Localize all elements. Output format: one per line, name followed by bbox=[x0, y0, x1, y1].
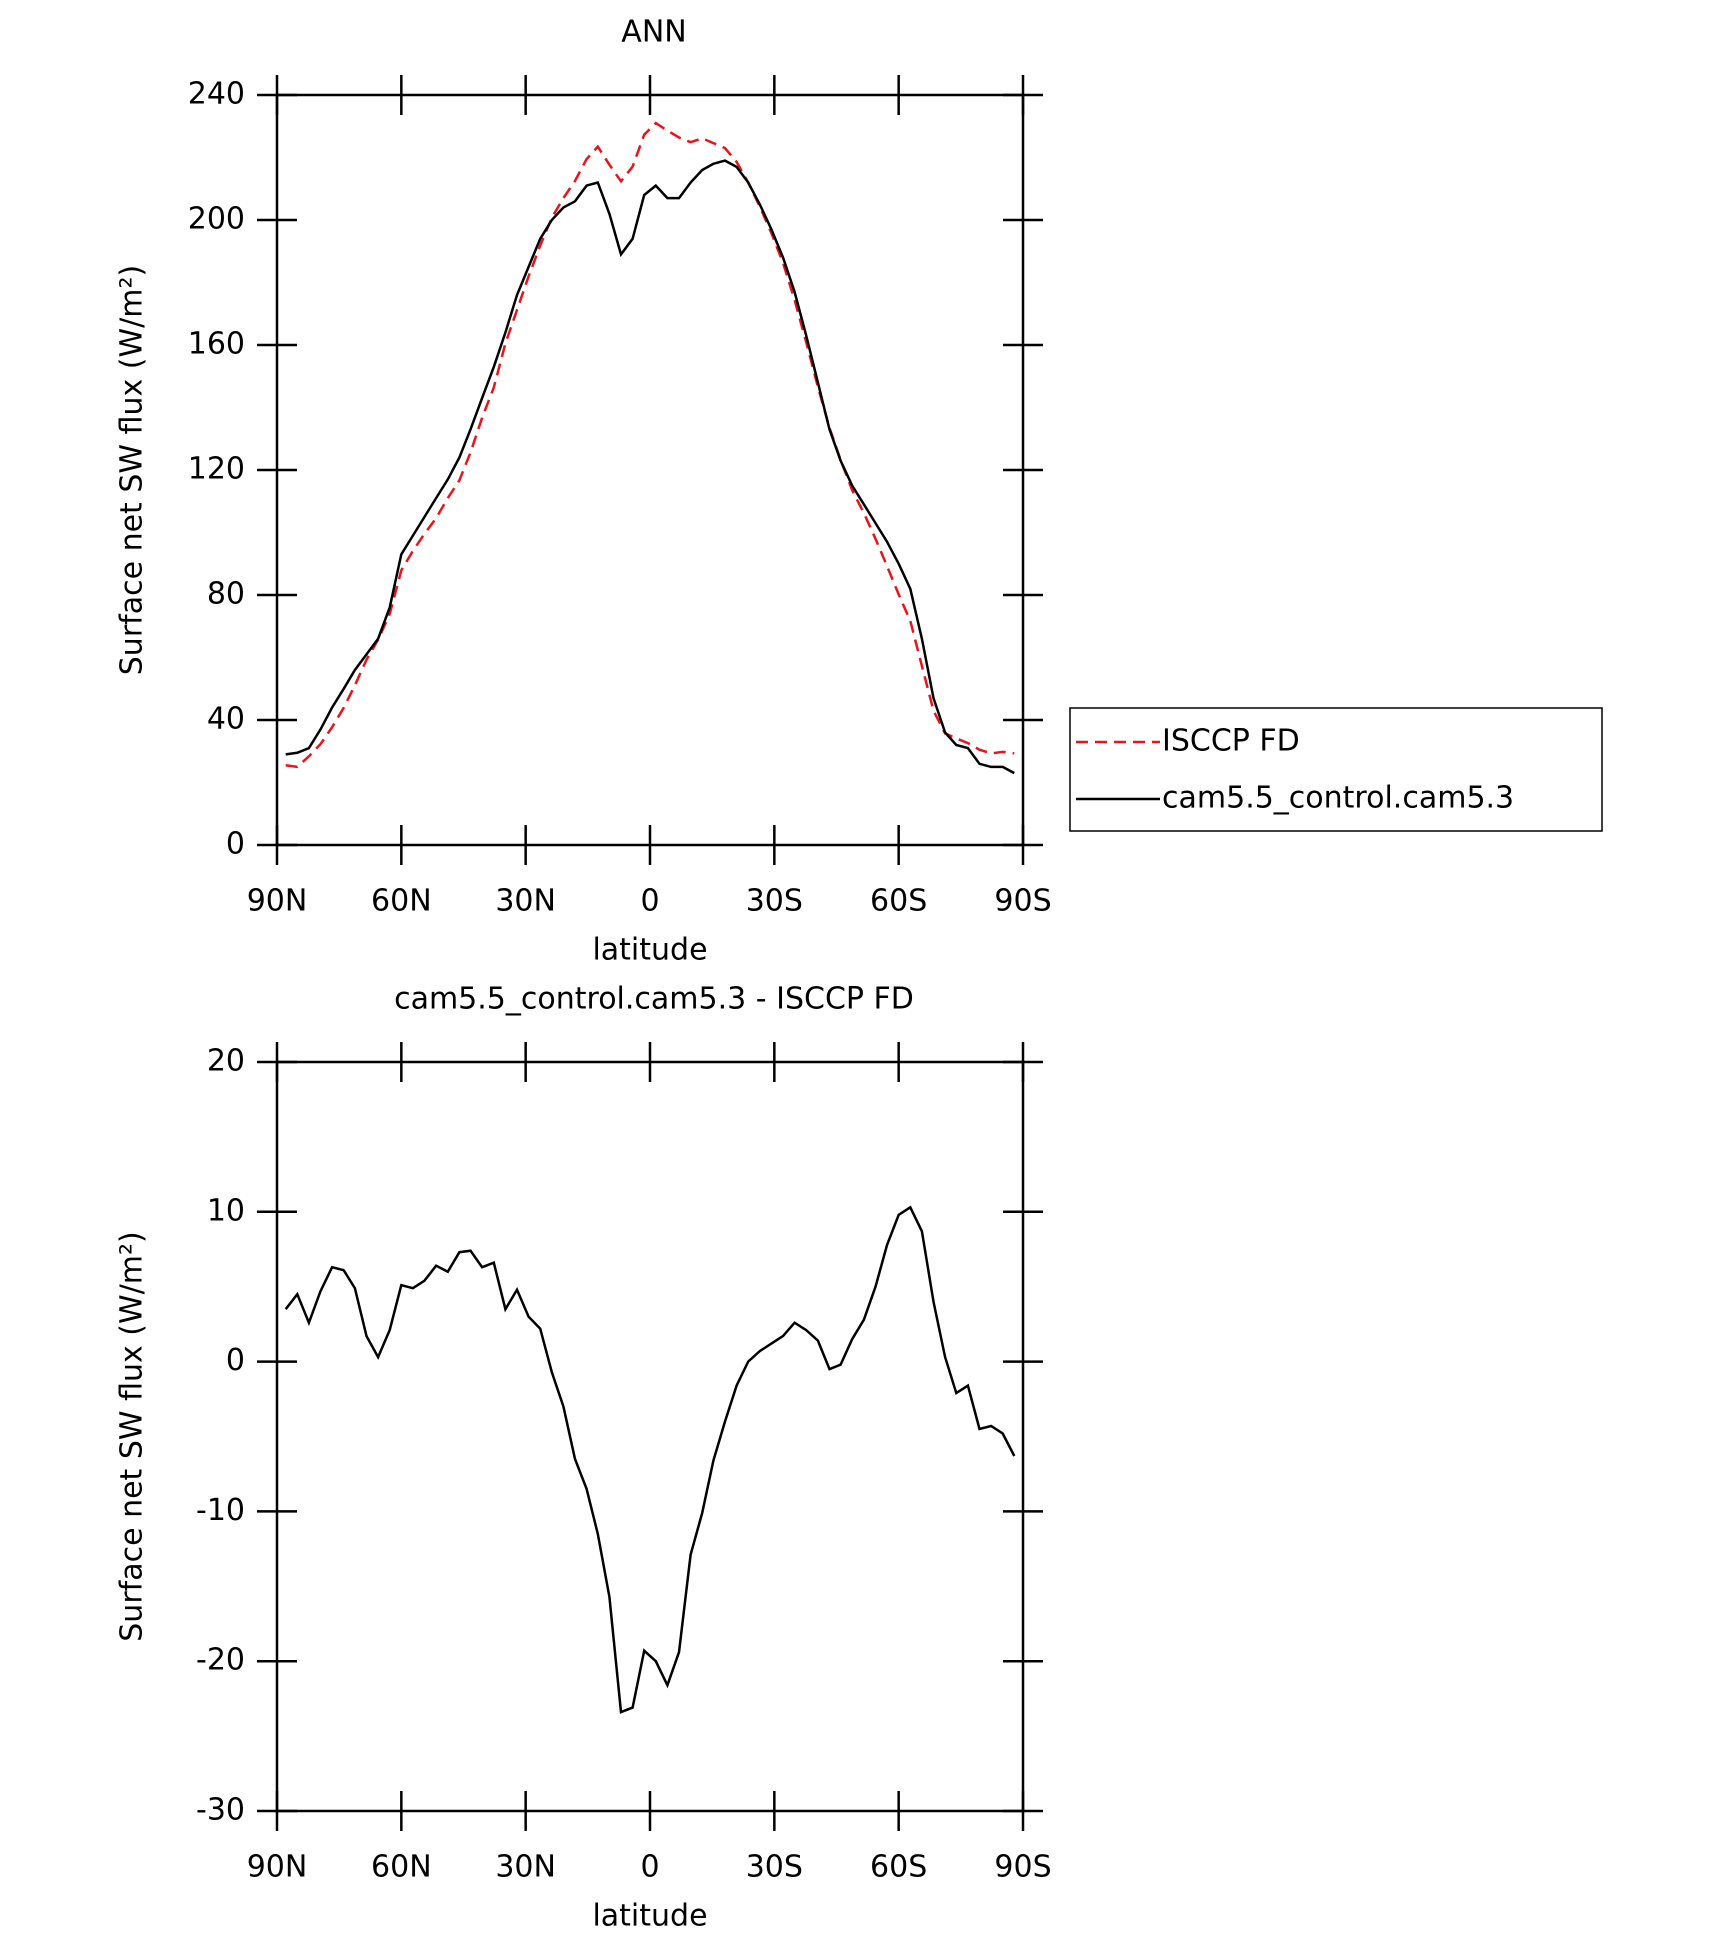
x-tick-label: 90N bbox=[247, 884, 308, 919]
legend-label: cam5.5_control.cam5.3 bbox=[1162, 781, 1514, 816]
x-axis-label: latitude bbox=[592, 933, 707, 968]
y-axis-label: Surface net SW flux (W/m²) bbox=[115, 1231, 150, 1641]
x-axis-label: latitude bbox=[592, 1899, 707, 1934]
x-tick-label: 60N bbox=[371, 884, 432, 919]
chart: cam5.5_control.cam5.3 - ISCCP FD -30 -20 -1… bbox=[115, 982, 1052, 1934]
y-tick-label: 200 bbox=[188, 202, 245, 237]
chart-title: ANN bbox=[621, 15, 686, 50]
x-tick-label: 30N bbox=[495, 884, 556, 919]
y-tick-label: 20 bbox=[207, 1044, 245, 1079]
y-tick-label: 240 bbox=[188, 77, 245, 112]
legend-label: ISCCP FD bbox=[1162, 724, 1300, 759]
y-tick-label: 10 bbox=[207, 1193, 245, 1228]
legend-box bbox=[1069, 707, 1603, 832]
plot-frame bbox=[275, 1060, 1025, 1813]
x-tick-label: 60N bbox=[371, 1850, 432, 1885]
x-tick-label: 90N bbox=[247, 1850, 308, 1885]
x-tick-label: 60S bbox=[870, 1850, 927, 1885]
y-axis-label: Surface net SW flux (W/m²) bbox=[115, 265, 150, 675]
data-line bbox=[285, 121, 1015, 769]
y-tick-label: 40 bbox=[207, 702, 245, 737]
y-tick-label: 0 bbox=[226, 1343, 245, 1378]
x-tick-label: 0 bbox=[640, 1850, 659, 1885]
x-tick-label: 30N bbox=[495, 1850, 556, 1885]
x-tick-label: 90S bbox=[994, 884, 1051, 919]
x-tick-label: 0 bbox=[640, 884, 659, 919]
y-tick-label: -30 bbox=[196, 1793, 245, 1828]
y-tick-label: 160 bbox=[188, 327, 245, 362]
data-line bbox=[284, 1205, 1016, 1714]
y-tick-label: 120 bbox=[188, 452, 245, 487]
x-tick-label: 90S bbox=[994, 1850, 1051, 1885]
y-tick-label: -10 bbox=[196, 1493, 245, 1528]
legend: ISCCP FD cam5.5_control.cam5.3 bbox=[1069, 707, 1603, 832]
plot-frame bbox=[275, 93, 1025, 847]
chart: ANN 0 40 80 120 160 200 240 90N 60N 30N 0 30S 60S 90S l… bbox=[115, 15, 1603, 968]
y-tick-label: 0 bbox=[226, 827, 245, 862]
x-tick-label: 60S bbox=[870, 884, 927, 919]
y-tick-label: 80 bbox=[207, 577, 245, 612]
x-tick-label: 30S bbox=[746, 1850, 803, 1885]
x-tick-label: 30S bbox=[746, 884, 803, 919]
data-line bbox=[285, 159, 1015, 775]
chart-title: cam5.5_control.cam5.3 - ISCCP FD bbox=[394, 982, 914, 1017]
y-tick-label: -20 bbox=[196, 1643, 245, 1678]
